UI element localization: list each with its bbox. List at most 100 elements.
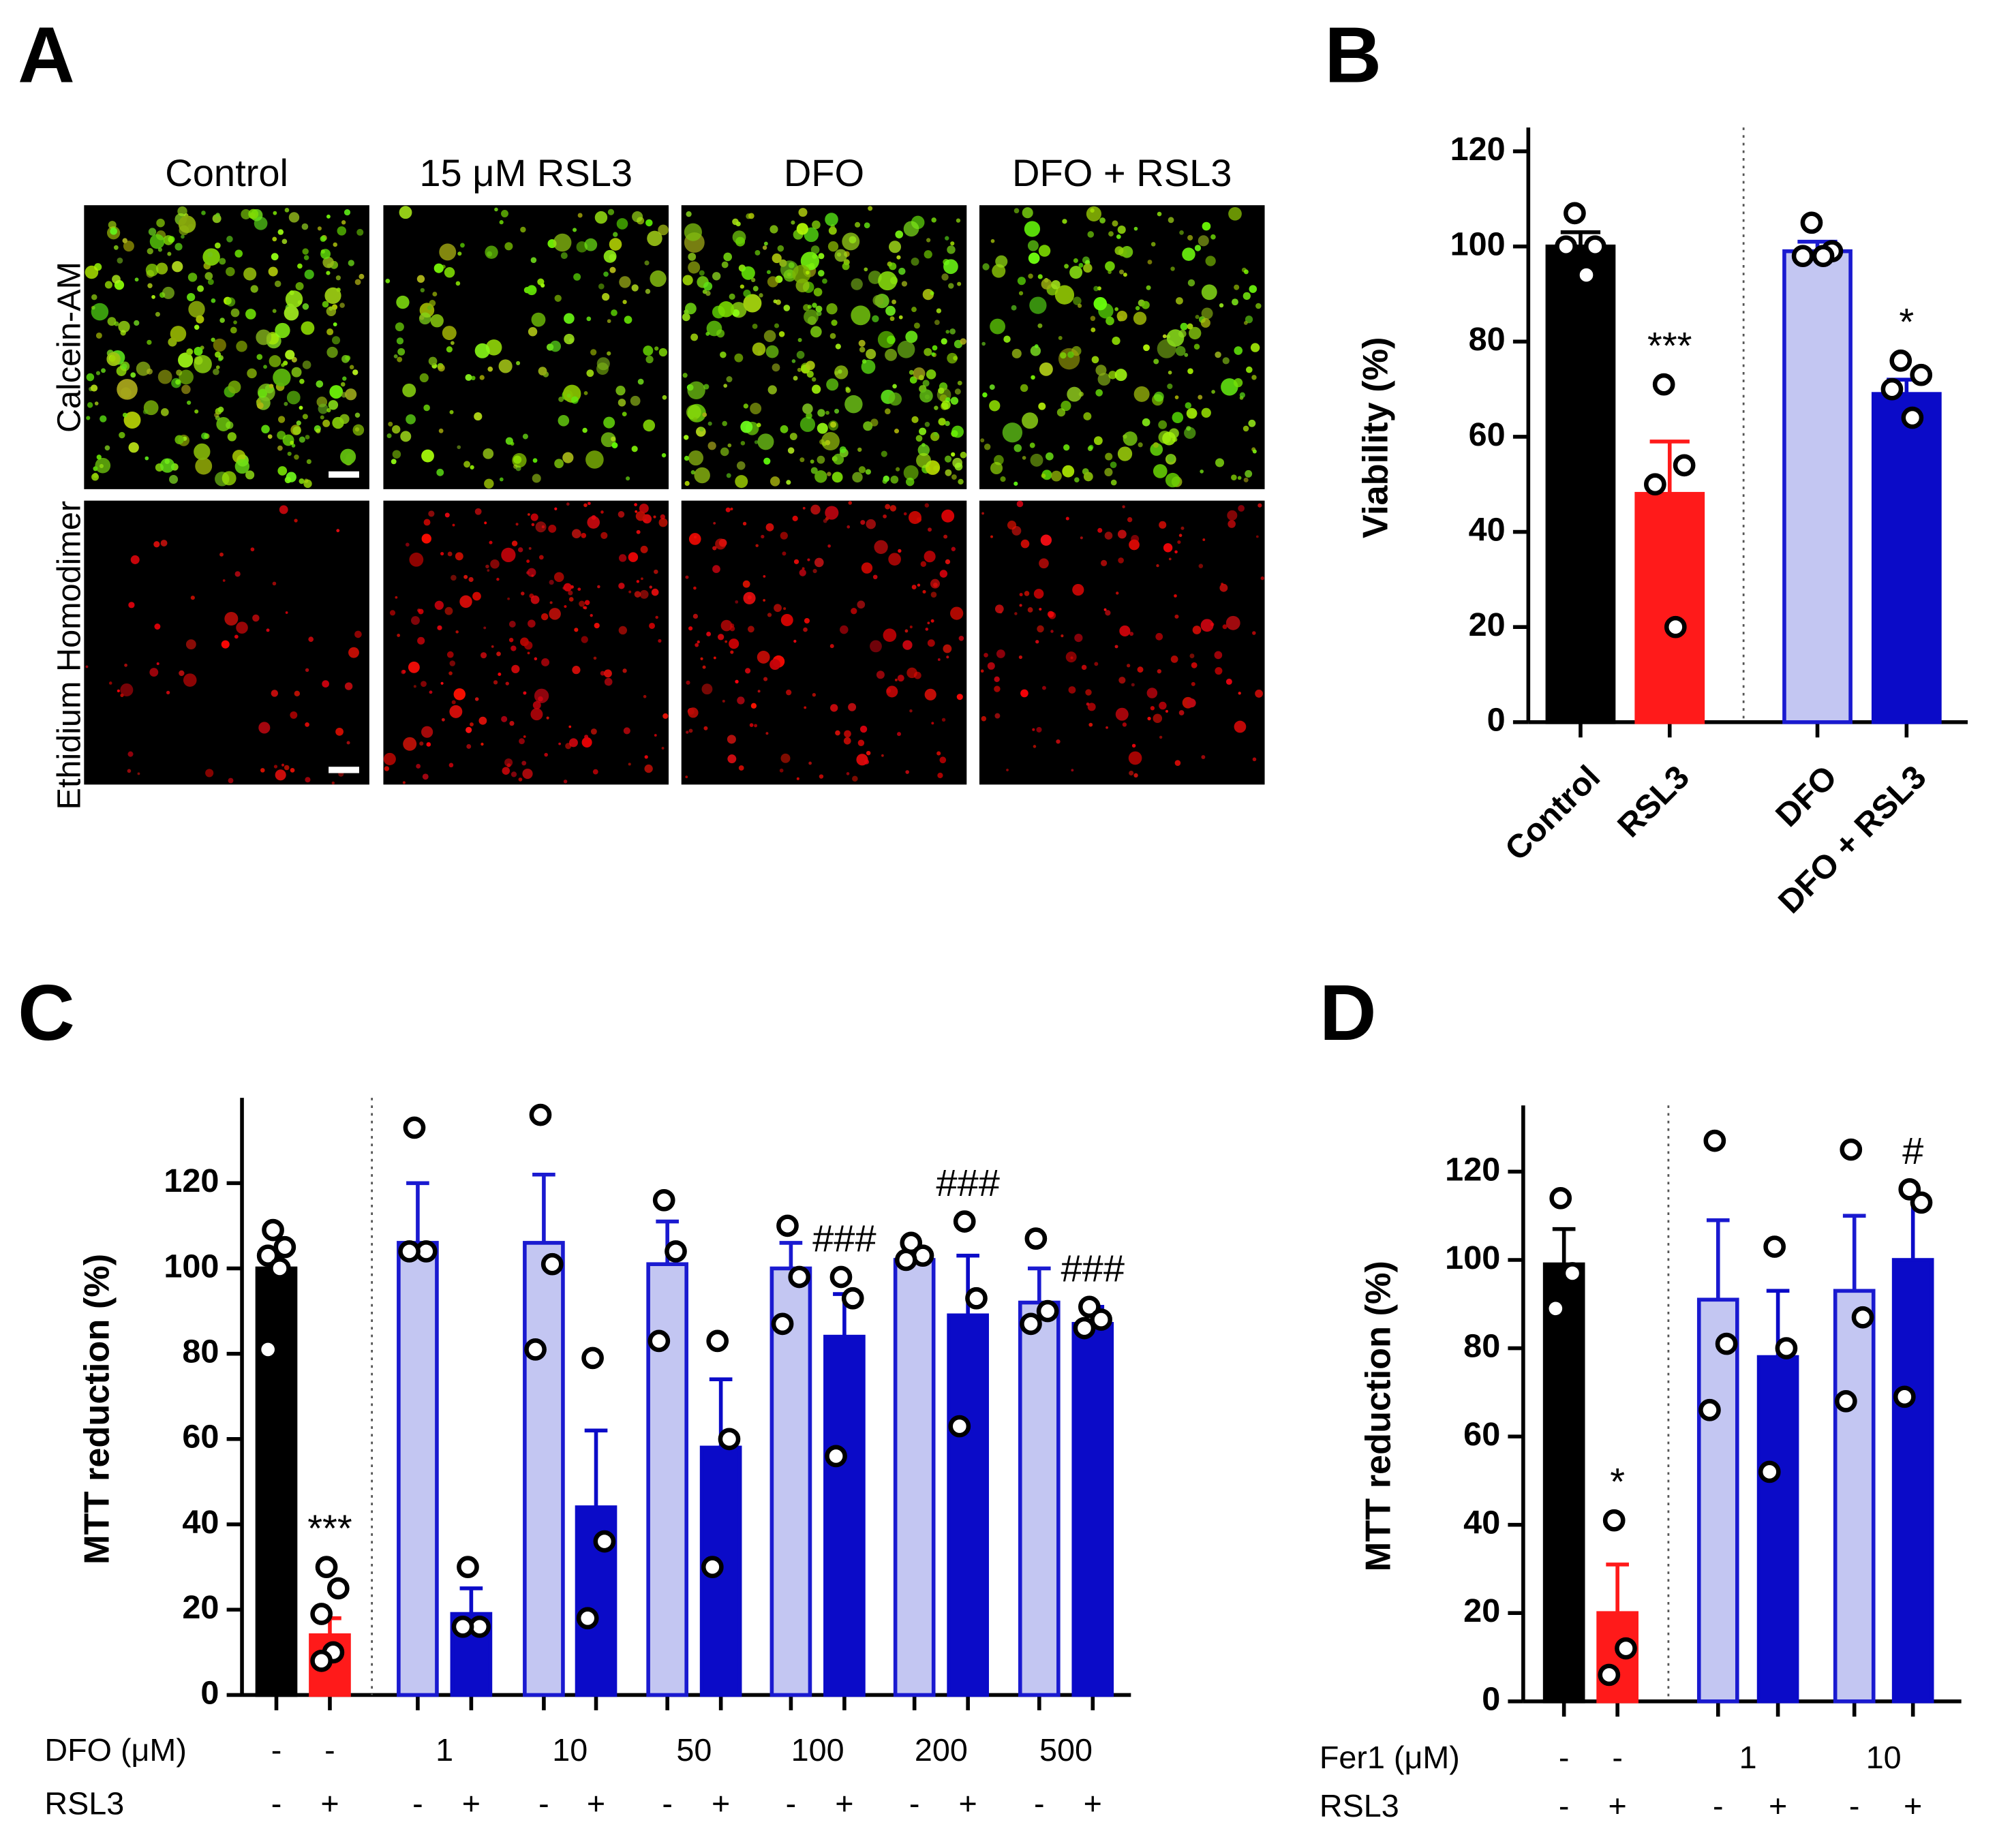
cell: [459, 595, 472, 609]
cell: [564, 313, 575, 324]
cell: [530, 708, 543, 721]
cell: [485, 245, 498, 259]
cell: [898, 549, 902, 553]
cell: [470, 465, 474, 469]
cell: [345, 355, 351, 361]
cell: [1002, 422, 1023, 443]
scale-bar: [329, 471, 359, 478]
cell: [554, 294, 562, 302]
cell: [643, 345, 654, 356]
condition-value: -: [1034, 1785, 1045, 1821]
data-point: [315, 1556, 338, 1579]
cell: [294, 690, 301, 697]
condition-value: -: [1849, 1788, 1860, 1823]
cell: [757, 650, 770, 664]
cell: [649, 585, 652, 589]
cell: [411, 616, 420, 626]
cell: [1215, 666, 1223, 675]
cell: [501, 547, 516, 563]
cell: [755, 544, 759, 547]
cell: [878, 271, 898, 291]
cell: [982, 263, 990, 271]
cell: [117, 258, 123, 264]
cell: [903, 221, 919, 237]
cell: [651, 588, 659, 596]
cell: [396, 295, 410, 309]
condition-value: +: [1904, 1788, 1922, 1823]
cell: [990, 461, 1003, 475]
cell: [1051, 280, 1061, 290]
cell: [322, 419, 331, 427]
cell: [574, 628, 579, 632]
cell: [260, 768, 265, 773]
cell: [1238, 505, 1245, 512]
cell: [432, 292, 438, 297]
cell: [911, 257, 919, 266]
cell: [284, 765, 290, 771]
bar: [1634, 491, 1705, 724]
cell: [1013, 481, 1018, 486]
cell: [397, 348, 406, 356]
cell: [1168, 217, 1174, 224]
cell: [808, 761, 812, 765]
y-tick-label: 40: [182, 1504, 219, 1541]
data-point: [1564, 202, 1586, 225]
cell: [1187, 368, 1193, 374]
cell: [767, 276, 779, 288]
cell: [118, 320, 130, 333]
cell: [1123, 431, 1138, 446]
cell: [688, 261, 701, 274]
cell: [1050, 630, 1054, 633]
cell: [1013, 208, 1020, 214]
cell: [735, 236, 746, 247]
cell: [743, 403, 749, 409]
cell: [796, 223, 808, 235]
cell: [437, 625, 442, 630]
cell: [705, 290, 711, 296]
cell: [340, 448, 356, 465]
condition-value: -: [662, 1785, 673, 1821]
panel-label: A: [18, 11, 75, 99]
cell: [449, 410, 454, 414]
cell: [1146, 285, 1151, 290]
cell: [532, 700, 541, 709]
cell: [735, 679, 739, 683]
x-tick-label: Control: [1498, 758, 1607, 867]
bar: [1071, 1322, 1114, 1697]
cell: [686, 211, 692, 217]
cell: [335, 727, 344, 736]
cell: [494, 207, 498, 212]
cell: [990, 318, 1006, 335]
cell: [187, 400, 192, 405]
cell: [120, 683, 134, 696]
cell: [807, 558, 810, 561]
condition-value: +: [462, 1785, 481, 1821]
cell: [261, 425, 270, 434]
cell: [730, 507, 733, 510]
cell: [151, 294, 155, 299]
cell: [96, 455, 102, 460]
cell: [147, 339, 152, 345]
cell: [911, 585, 917, 590]
cell: [1097, 527, 1103, 533]
cell: [1210, 234, 1216, 240]
cell: [418, 609, 424, 615]
cell: [560, 252, 568, 260]
cell: [909, 709, 913, 713]
cell: [662, 713, 669, 720]
cell: [496, 577, 500, 581]
cell: [1016, 500, 1024, 508]
cell: [792, 515, 798, 521]
cell: [682, 275, 693, 286]
cell: [995, 255, 1008, 268]
data-point: [706, 1329, 729, 1353]
cell: [1176, 297, 1183, 305]
data-point: [1800, 211, 1823, 234]
cell: [1170, 656, 1178, 663]
data-point: [451, 1615, 474, 1638]
cell: [531, 574, 534, 577]
x-tick-label: RSL3: [1611, 758, 1696, 844]
cell: [288, 212, 300, 223]
cell: [737, 696, 745, 705]
cell: [1135, 306, 1140, 311]
